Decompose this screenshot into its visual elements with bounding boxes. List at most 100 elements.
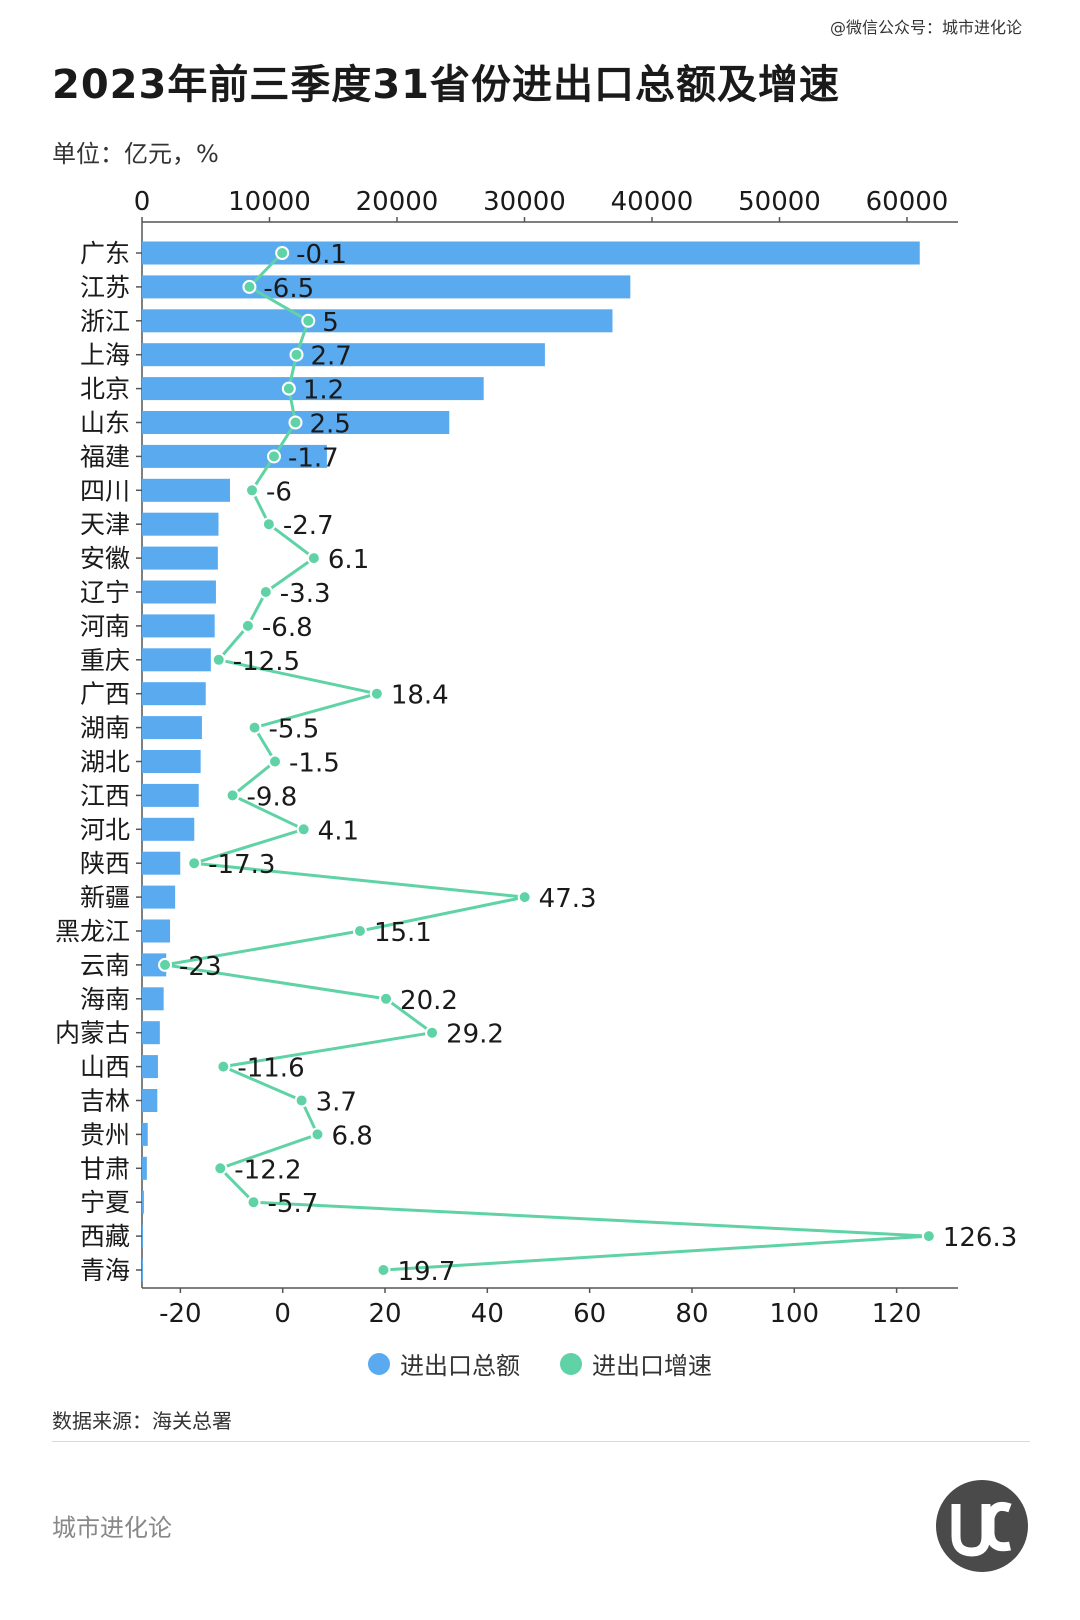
growth-data-label: 20.2	[400, 986, 458, 1016]
brand-logo-icon	[936, 1480, 1028, 1572]
bar-total	[142, 343, 545, 367]
growth-point	[376, 1263, 391, 1277]
category-label: 宁夏	[80, 1188, 130, 1217]
growth-data-label: -12.2	[234, 1155, 301, 1185]
growth-point	[517, 890, 532, 905]
bar-total	[142, 377, 484, 401]
legend-dot-growth	[560, 1352, 582, 1375]
category-label: 海南	[80, 985, 130, 1014]
category-label: 河北	[80, 815, 130, 844]
bottom-axis-tick-label: 120	[872, 1299, 922, 1329]
growth-data-label: 3.7	[316, 1088, 357, 1118]
growth-data-label: 19.7	[397, 1257, 455, 1287]
category-label: 北京	[80, 375, 130, 404]
category-label: 山东	[80, 409, 130, 438]
growth-point	[211, 652, 226, 667]
growth-point	[921, 1229, 936, 1244]
bar-total	[142, 1055, 158, 1079]
growth-point	[213, 1161, 228, 1176]
bar-total	[142, 783, 199, 807]
growth-data-label: -12.5	[233, 647, 300, 677]
growth-data-label: 29.2	[446, 1020, 504, 1050]
bar-total	[142, 444, 327, 468]
growth-data-label: 2.7	[311, 342, 352, 372]
growth-point	[288, 415, 303, 430]
category-label: 辽宁	[80, 578, 130, 607]
bar-total	[142, 953, 167, 977]
category-label: 福建	[80, 442, 130, 471]
category-label: 青海	[80, 1256, 130, 1285]
bar-total	[142, 1156, 147, 1180]
growth-point	[281, 381, 296, 396]
growth-point	[258, 585, 273, 599]
bar-total	[142, 1122, 148, 1146]
growth-data-label: 1.2	[303, 376, 344, 406]
bar-total	[142, 919, 171, 943]
top-axis-tick-label: 50000	[738, 187, 821, 217]
legend-item-total: 进出口总额	[368, 1346, 520, 1381]
growth-point	[247, 720, 262, 735]
growth-data-label: 6.1	[328, 545, 369, 575]
category-label: 广东	[80, 239, 130, 268]
bar-total	[142, 1190, 144, 1214]
category-label: 上海	[80, 341, 130, 370]
bottom-axis-tick-label: 60	[573, 1299, 606, 1329]
growth-data-label: 2.5	[309, 410, 350, 440]
bar-total	[142, 817, 195, 841]
growth-point	[301, 313, 316, 328]
bottom-axis-tick-label: 0	[274, 1299, 291, 1329]
growth-point	[369, 686, 384, 701]
growth-point	[244, 483, 259, 498]
wechat-credit: @微信公众号：城市进化论	[829, 18, 1022, 37]
category-label: 浙江	[80, 307, 130, 336]
growth-data-label: -17.3	[208, 850, 275, 880]
chart-canvas: 0 10000 20000 30000 40000 50000 60000 -20 0 20 40 6…	[55, 187, 1017, 1329]
growth-point	[306, 551, 321, 566]
brand-name: 城市进化论	[52, 1514, 172, 1542]
bottom-axis-tick-label: -20	[159, 1299, 201, 1329]
category-label: 江苏	[80, 273, 130, 302]
bar-total	[142, 987, 164, 1011]
growth-data-label: -5.7	[268, 1189, 319, 1219]
category-label: 云南	[80, 951, 130, 980]
growth-data-label: -6.5	[263, 274, 314, 304]
bottom-axis-tick-label: 40	[471, 1299, 504, 1329]
growth-point	[310, 1127, 325, 1142]
legend: 进出口总额 进出口增速	[0, 1346, 1080, 1381]
growth-data-label: 6.8	[331, 1121, 372, 1151]
growth-data-label: 18.4	[391, 681, 449, 711]
growth-point	[246, 1195, 261, 1210]
category-label: 陕西	[80, 849, 130, 878]
category-label: 黑龙江	[55, 917, 130, 946]
bar-total	[142, 241, 920, 265]
growth-data-label: -6.8	[262, 613, 313, 643]
bottom-axis-tick-label: 80	[675, 1299, 708, 1329]
legend-item-growth: 进出口增速	[560, 1346, 712, 1381]
category-label: 湖南	[80, 714, 130, 743]
growth-point	[275, 246, 290, 260]
bar-total	[142, 716, 202, 740]
growth-data-label: -5.5	[269, 715, 320, 745]
category-label: 新疆	[80, 883, 130, 912]
bar-total	[142, 1224, 143, 1248]
growth-point	[187, 856, 202, 871]
bar-total	[142, 275, 631, 299]
growth-data-label: -6	[266, 477, 292, 507]
growth-point	[240, 618, 255, 633]
growth-data-label: -23	[179, 952, 221, 982]
growth-point	[352, 924, 367, 938]
category-label: 内蒙古	[55, 1019, 130, 1048]
bar-total	[142, 885, 176, 909]
bar-total	[142, 512, 219, 536]
top-axis-tick-label: 60000	[866, 187, 949, 217]
footer-divider	[52, 1441, 1030, 1442]
bar-total	[142, 851, 181, 875]
category-label: 河南	[80, 612, 130, 641]
growth-data-label: 15.1	[374, 918, 432, 948]
bottom-axis-tick-label: 100	[769, 1299, 819, 1329]
category-label: 四川	[80, 476, 130, 505]
growth-point	[379, 991, 394, 1006]
bar-total	[142, 1089, 158, 1112]
top-axis-tick-label: 20000	[356, 187, 439, 217]
bar-total	[142, 309, 613, 333]
